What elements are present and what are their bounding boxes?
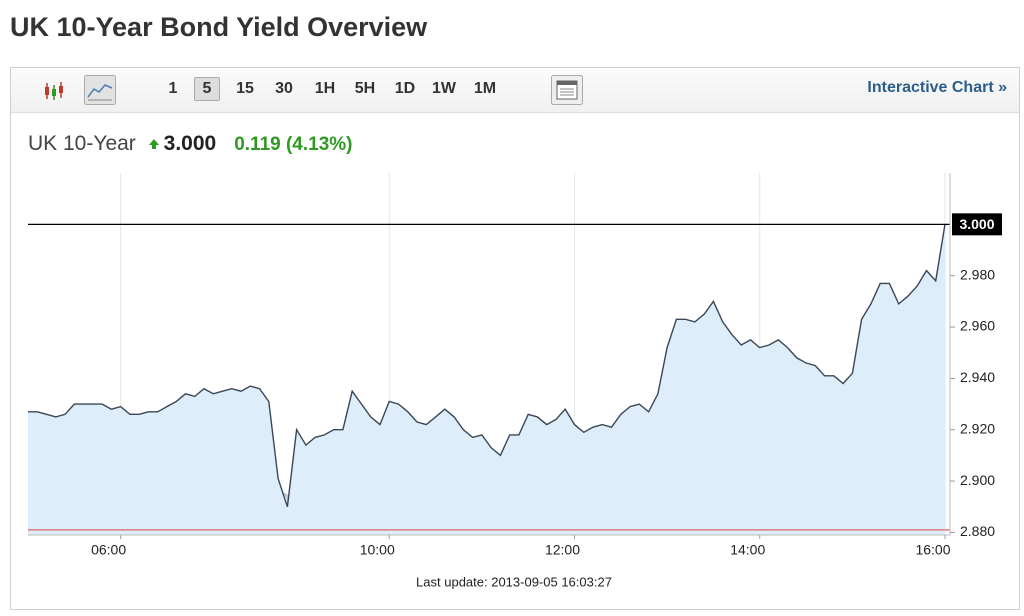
x-tick-label: 10:00 — [360, 542, 395, 558]
y-tick-label: 2.880 — [960, 523, 995, 539]
x-tick-label: 16:00 — [915, 542, 950, 558]
y-tick-label: 2.900 — [960, 472, 995, 488]
page-title: UK 10-Year Bond Yield Overview — [10, 12, 428, 42]
widget: 1 5 15 30 1H 5H 1D 1W 1M Interactive Chart » UK … — [10, 67, 1020, 610]
toolbar: 1 5 15 30 1H 5H 1D 1W 1M Interactive Chart » — [11, 68, 1019, 113]
quote: UK 10-Year 3.000 0.119 (4.13%) — [28, 132, 353, 156]
last-update: Last update: 2013-09-05 16:03:27 — [416, 574, 612, 589]
candle-icon[interactable] — [43, 80, 69, 102]
instrument-name: UK 10-Year — [28, 132, 136, 155]
interval-button[interactable]: 5H — [354, 80, 376, 97]
line — [28, 224, 946, 508]
y-tick-label: 2.920 — [960, 420, 995, 436]
change: 0.119 (4.13%) — [234, 134, 353, 155]
interval-button[interactable]: 1W — [432, 80, 456, 97]
interactive-chart-link[interactable]: Interactive Chart » — [867, 79, 1007, 96]
interval-button[interactable]: 15 — [236, 80, 254, 97]
y-tick-label: 2.960 — [960, 318, 995, 334]
y-tick-label: 2.940 — [960, 369, 995, 385]
interval-button[interactable]: 1M — [473, 80, 497, 97]
interval-button[interactable]: 1H — [314, 80, 336, 97]
x-tick-label: 06:00 — [91, 542, 126, 558]
y-tick-label: 2.980 — [960, 266, 995, 282]
area — [28, 224, 945, 536]
interval-button[interactable]: 5 — [194, 77, 220, 101]
x-tick-label: 12:00 — [545, 542, 580, 558]
price: 3.000 — [163, 132, 217, 155]
current-badge — [952, 213, 1002, 236]
up-arrow — [148, 139, 159, 149]
settings-icon[interactable] — [551, 75, 583, 105]
interval-button[interactable]: 30 — [275, 80, 293, 97]
interval-button[interactable]: 1 — [168, 80, 178, 97]
interval-button[interactable]: 1D — [394, 80, 416, 97]
x-tick-label: 14:00 — [730, 542, 765, 558]
line-icon[interactable] — [84, 75, 116, 105]
current-label: 3.000 — [959, 216, 994, 232]
